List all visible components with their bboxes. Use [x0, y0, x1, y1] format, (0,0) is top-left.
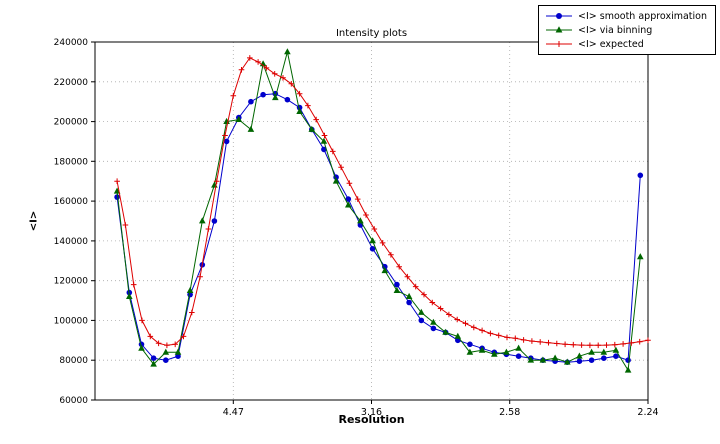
svg-text:80000: 80000 — [59, 356, 88, 366]
svg-text:4.47: 4.47 — [223, 407, 244, 418]
svg-text:100000: 100000 — [54, 316, 89, 326]
x-axis-label: Resolution — [338, 413, 405, 426]
svg-text:3.16: 3.16 — [361, 407, 382, 418]
y-axis-label: <I> — [28, 210, 40, 232]
legend-item-smooth-approximation: <I> smooth approximation — [544, 9, 707, 23]
legend: <I> smooth approximation <I> via binning… — [538, 5, 716, 55]
legend-item-expected: <I> expected — [544, 37, 707, 51]
legend-label: <I> expected — [578, 38, 644, 50]
svg-text:200000: 200000 — [54, 118, 89, 128]
svg-text:220000: 220000 — [54, 78, 89, 88]
svg-text:120000: 120000 — [54, 277, 89, 287]
svg-text:60000: 60000 — [59, 396, 88, 406]
svg-text:160000: 160000 — [54, 197, 89, 207]
svg-text:2.58: 2.58 — [499, 407, 520, 418]
legend-marker-triangle-icon — [546, 26, 573, 33]
legend-item-via-binning: <I> via binning — [544, 23, 707, 37]
legend-label: <I> via binning — [578, 24, 653, 36]
legend-marker-plus-icon — [546, 41, 573, 47]
legend-label: <I> smooth approximation — [578, 10, 707, 22]
svg-text:180000: 180000 — [54, 157, 89, 167]
svg-text:240000: 240000 — [54, 38, 89, 48]
svg-text:2.24: 2.24 — [637, 407, 658, 418]
chart-title: Intensity plots — [335, 28, 408, 39]
svg-text:140000: 140000 — [54, 237, 89, 247]
legend-marker-circle-icon — [546, 13, 573, 19]
